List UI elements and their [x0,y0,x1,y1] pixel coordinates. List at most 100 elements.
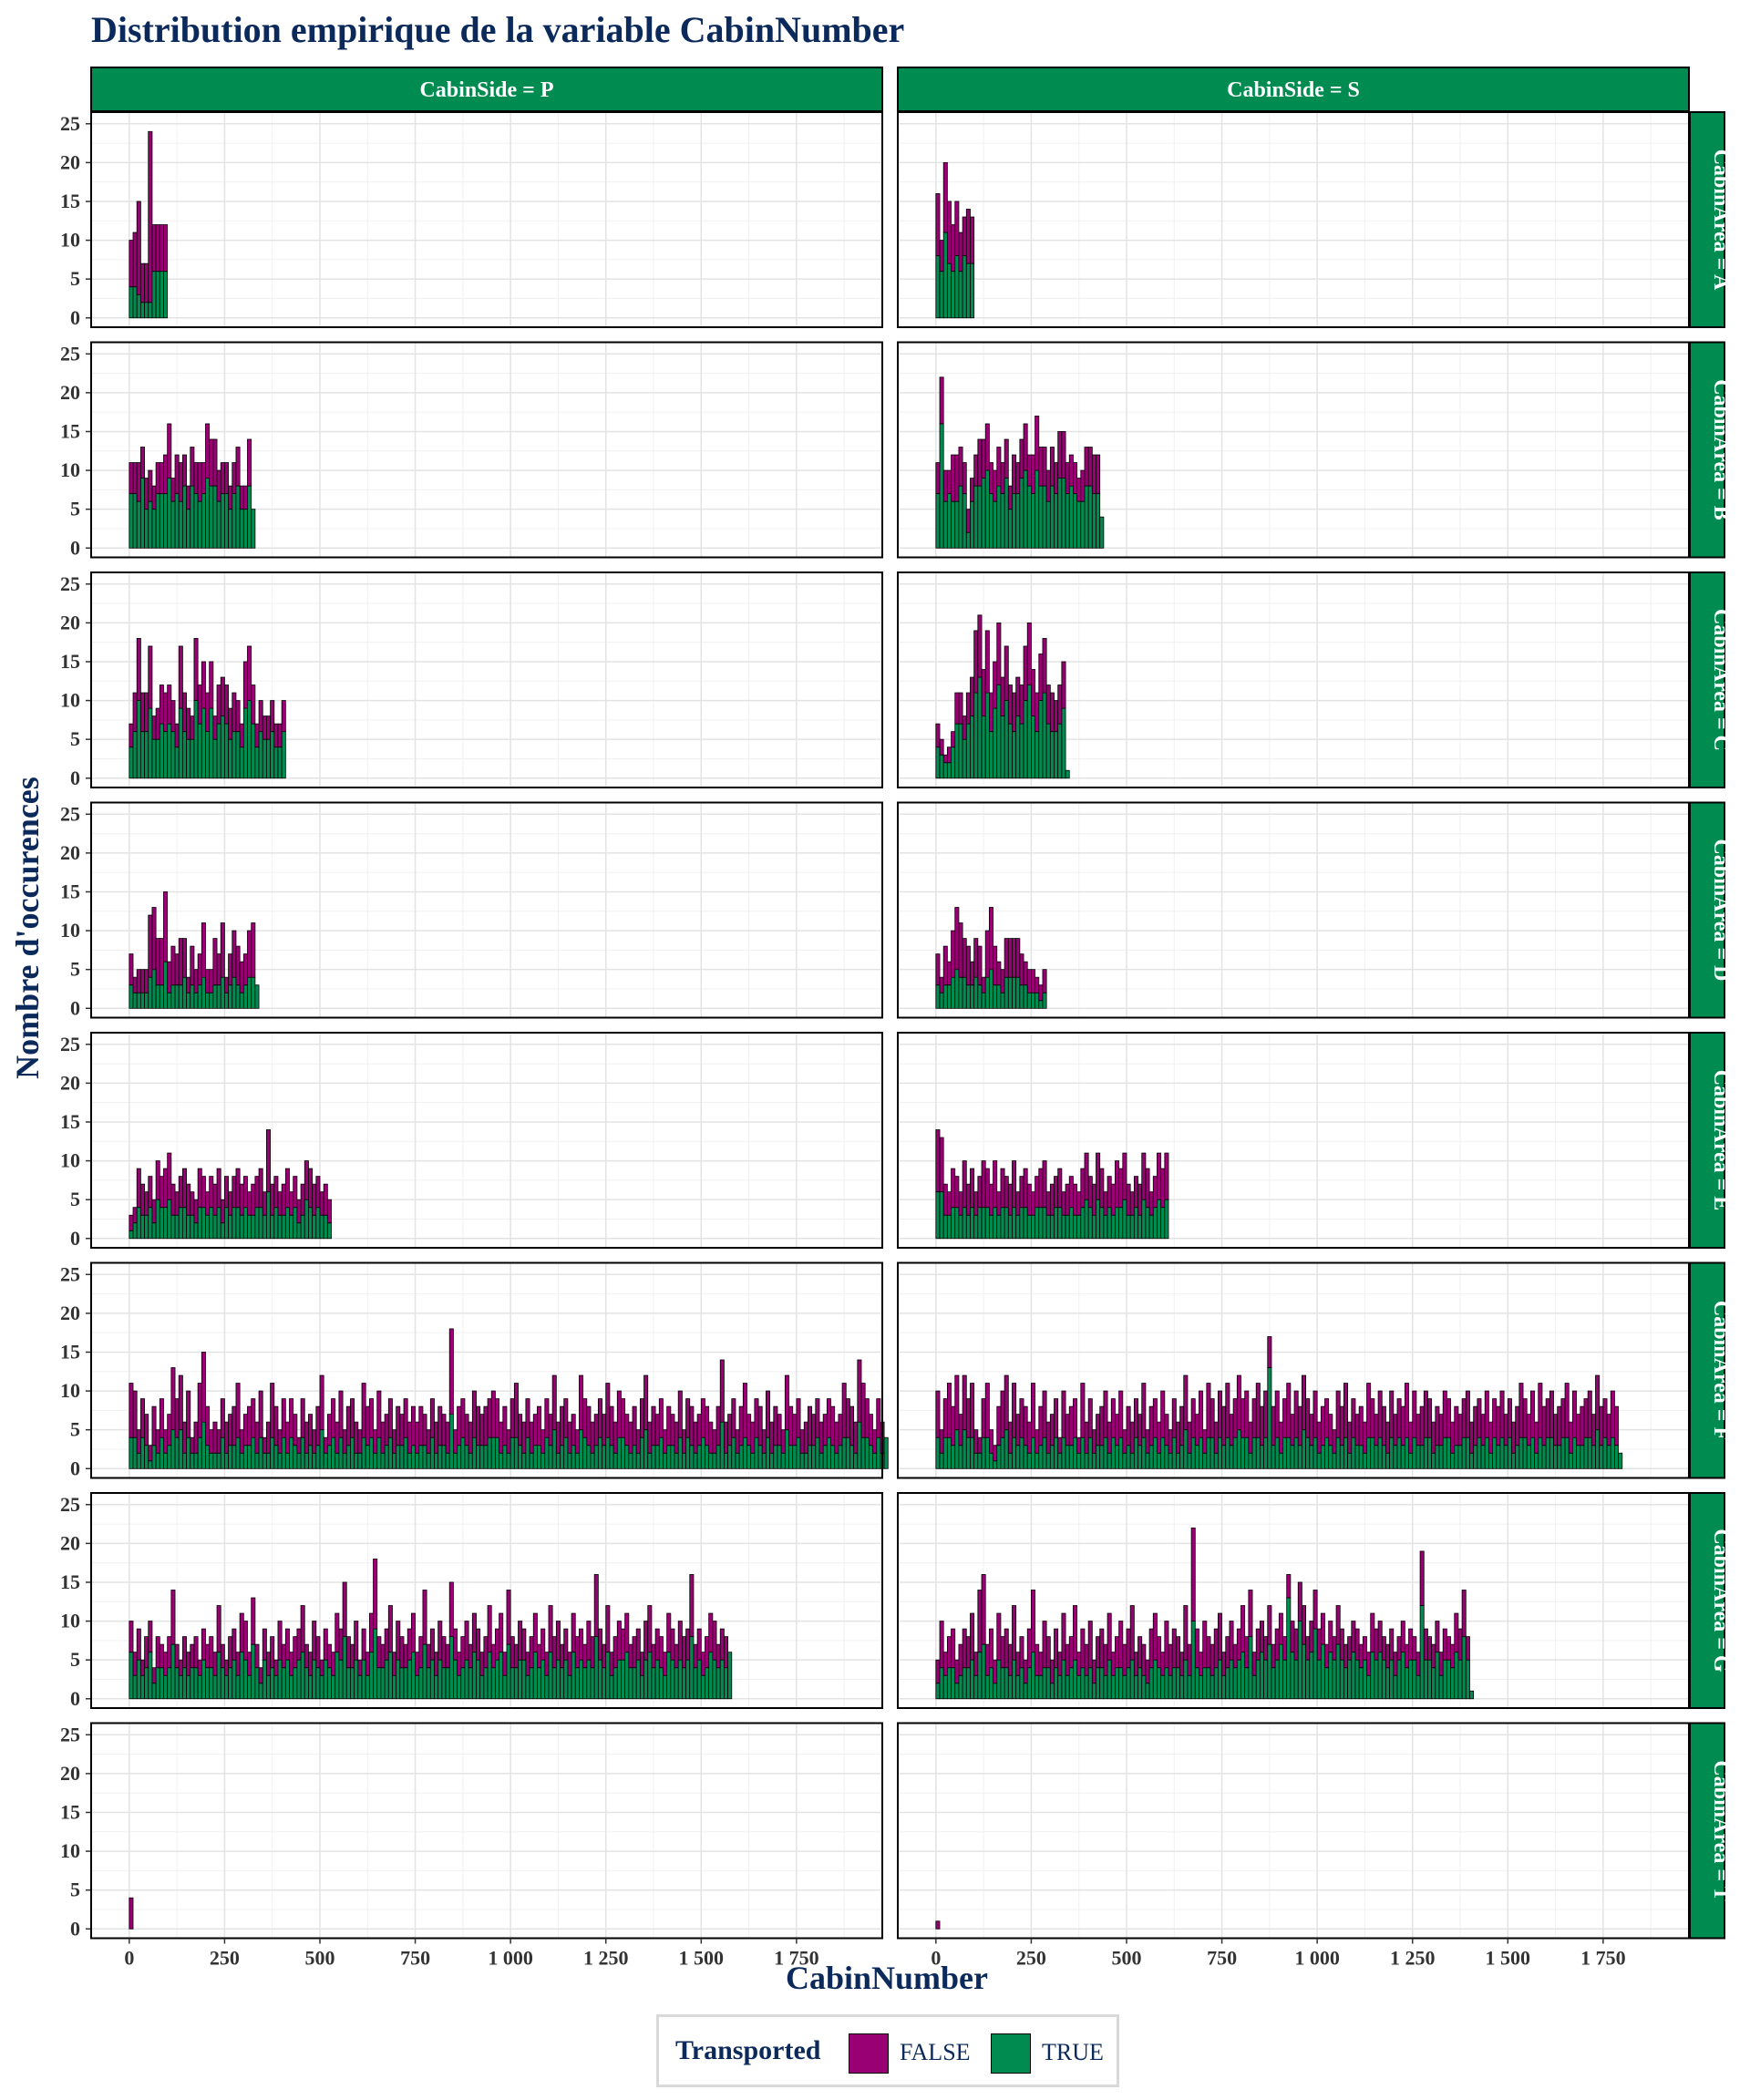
bar-false [1381,1405,1386,1446]
bar-false [361,1383,366,1438]
bar-false [1545,1398,1550,1438]
bar-false [693,1643,698,1669]
bar-true [376,1667,382,1700]
bar-true [1255,1659,1261,1700]
y-tick-label: 20 [60,381,80,404]
bar-true [136,293,141,319]
bar-true [1152,1659,1158,1700]
bar-true [326,1445,332,1469]
row-strip-label: CabinArea = A [1709,149,1733,291]
bar-false [132,232,138,288]
bar-false [266,1129,272,1193]
bar-false [464,1414,469,1446]
panel-background [91,112,882,327]
bar-true [490,1436,496,1469]
bar-true [144,1214,149,1240]
y-tick-label: 20 [60,150,80,173]
bar-true [1484,1436,1489,1469]
bar-true [988,1452,993,1469]
bar-true [621,1436,626,1469]
bar-false [1007,685,1013,725]
bar-false [178,1659,183,1676]
bar-true [1435,1445,1440,1469]
bar-true [788,1445,794,1469]
bar-false [1087,1621,1093,1669]
bar-false [1393,1414,1398,1446]
bar-false [186,976,191,993]
bar-false [163,1652,169,1676]
bar-false [163,692,169,733]
bar-true [1366,1436,1372,1469]
bar-false [1564,1383,1570,1438]
bar-false [1229,1414,1234,1446]
bar-false [1099,1628,1105,1669]
bar-true [1190,1436,1196,1469]
bar-false [988,462,993,495]
column-strip [897,67,1690,112]
bar-false [1026,1183,1032,1216]
bar-true [841,1436,847,1469]
bar-false [1312,1590,1318,1630]
bar-false [965,1183,971,1216]
bar-false [942,754,948,764]
bar-true [1583,1436,1589,1469]
bar-true [1309,1445,1314,1469]
bar-false [876,1398,881,1438]
bar-true [993,1683,998,1700]
bar-true [1007,1674,1013,1700]
bar-true [951,1667,956,1700]
bar-false [719,1359,725,1423]
bar-false [993,1160,998,1209]
bar-false [239,1183,244,1216]
bar-true [178,500,183,549]
bar-true [1553,1445,1559,1469]
bar-true [308,1445,314,1469]
bar-false [1225,1636,1230,1669]
bar-true [1381,1659,1386,1700]
bar-false [254,1421,260,1454]
bar-false [163,454,169,495]
bar-true [635,1452,641,1469]
bar-false [1427,1636,1433,1661]
bar-false [151,907,157,971]
bar-false [1141,1152,1147,1200]
y-tick-label: 15 [60,1800,80,1823]
bar-false [1187,1421,1192,1454]
bar-true [876,1436,881,1469]
bar-false [582,1643,588,1669]
bar-false [1007,1421,1013,1454]
bar-false [973,1652,979,1676]
bar-true [942,1436,948,1469]
bar-true [1347,1452,1353,1469]
bar-false [712,1621,717,1661]
bar-false [548,1414,553,1446]
bar-true [1370,1652,1375,1700]
bar-true [1019,984,1024,1009]
bar-false [935,1659,941,1684]
bar-false [254,723,260,748]
bar-false [1354,1628,1360,1661]
panel-border [90,111,883,328]
bar-true [224,1207,229,1240]
bar-false [1065,1643,1070,1676]
bar-false [205,692,211,733]
bar-true [1477,1436,1482,1469]
bar-false [281,1398,286,1438]
bar-true [965,984,971,1009]
bar-true [540,1659,546,1700]
bar-true [996,685,1002,779]
bar-true [532,1652,538,1700]
bar-true [639,1674,644,1700]
bar-true [1057,1452,1063,1469]
bar-true [242,1659,248,1700]
bar-true [468,1667,473,1700]
bar-false [479,1414,485,1446]
bar-false [155,938,160,986]
bar-false [132,976,138,993]
bar-true [616,1436,622,1469]
bar-false [178,1374,183,1431]
bar-true [965,1436,971,1469]
bar-false [962,938,967,978]
bar-true [144,509,149,549]
bar-false [1324,1398,1330,1438]
